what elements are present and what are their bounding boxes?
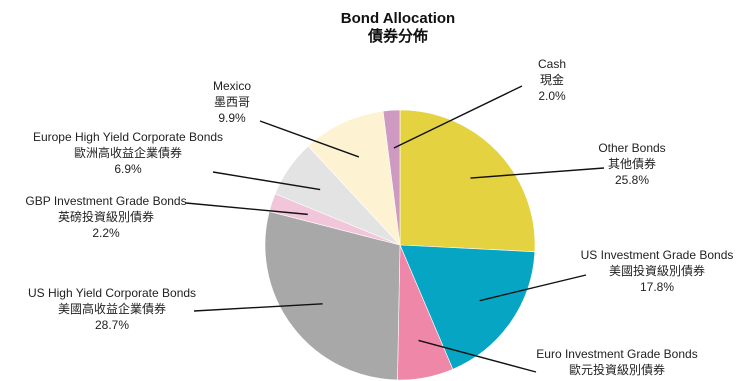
leader-line-3 [193, 303, 323, 312]
leader-line-7 [393, 85, 523, 149]
label-zh-1: 美國投資級別債券 [609, 263, 705, 278]
pie-slice-1 [399, 244, 536, 370]
label-value-4: 2.2% [92, 226, 120, 240]
pie-slice-7 [382, 109, 401, 246]
leader-line-5 [212, 171, 321, 191]
label-zh-0: 其他債券 [608, 156, 656, 171]
label-value-6: 9.9% [218, 111, 246, 125]
label-zh-2: 歐元投資級別債券 [569, 362, 665, 377]
label-en-1: US Investment Grade Bonds [581, 248, 734, 262]
label-en-0: Other Bonds [598, 141, 665, 155]
label-value-1: 17.8% [640, 280, 674, 294]
leader-line-1 [479, 274, 587, 302]
leader-line-4 [185, 202, 308, 216]
leader-line-2 [418, 339, 537, 373]
label-value-3: 28.7% [95, 318, 129, 332]
pie-slice-6 [307, 110, 401, 246]
label-zh-7: 現金 [540, 72, 564, 87]
label-en-4: GBP Investment Grade Bonds [25, 194, 186, 208]
label-zh-5: 歐洲高收益企業債券 [74, 145, 182, 160]
label-en-3: US High Yield Corporate Bonds [28, 286, 196, 300]
chart-subtitle: 債券分佈 [367, 27, 428, 45]
label-en-2: Euro Investment Grade Bonds [536, 347, 697, 361]
label-zh-3: 美國高收益企業債券 [58, 301, 166, 316]
label-en-6: Mexico [213, 79, 251, 93]
leader-line-6 [259, 120, 360, 158]
label-en-5: Europe High Yield Corporate Bonds [33, 130, 223, 144]
label-zh-4: 英磅投資級別債券 [58, 209, 154, 224]
label-value-0: 25.8% [615, 173, 649, 187]
leader-line-0 [470, 167, 605, 179]
pie-slice-3 [264, 211, 401, 381]
label-zh-6: 墨西哥 [214, 95, 250, 109]
chart-title: Bond Allocation [341, 10, 455, 27]
label-en-7: Cash [538, 57, 566, 71]
label-value-7: 2.0% [538, 89, 566, 103]
pie-slice-0 [399, 109, 536, 253]
pie-slices [264, 109, 536, 381]
label-value-5: 6.9% [114, 162, 142, 176]
